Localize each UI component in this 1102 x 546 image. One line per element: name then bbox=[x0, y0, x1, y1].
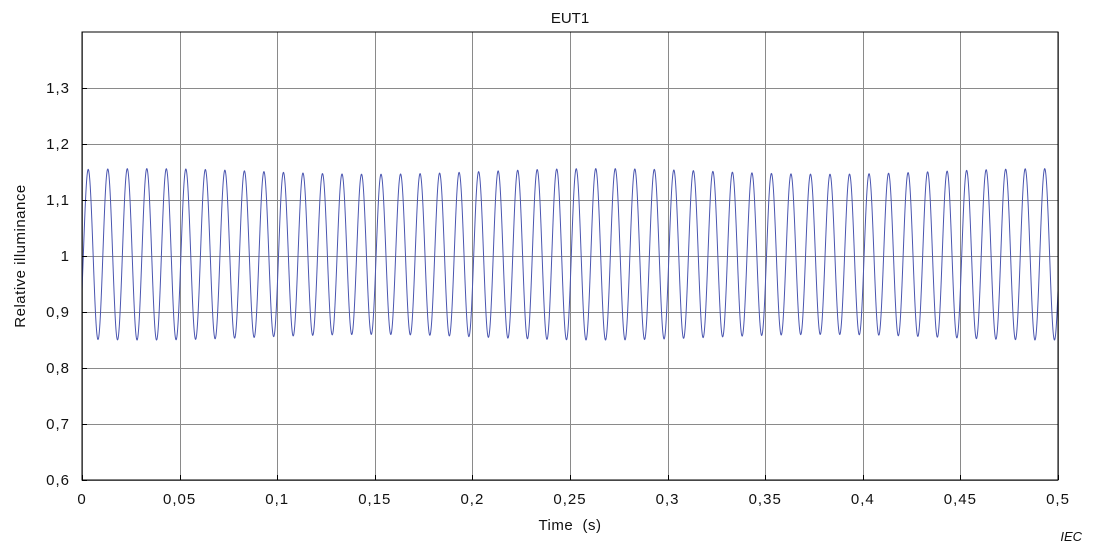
x-tick-label: 0,35 bbox=[749, 491, 782, 508]
y-axis-ticks: 0,6 0,7 0,8 0,9 1 1,1 1,2 1,3 bbox=[46, 80, 87, 489]
x-tick-label: 0,15 bbox=[358, 491, 391, 508]
y-tick-label: 1,1 bbox=[46, 192, 70, 209]
x-tick-label: 0,45 bbox=[944, 491, 977, 508]
x-tick-label: 0,25 bbox=[553, 491, 586, 508]
x-tick-label: 0,05 bbox=[163, 491, 196, 508]
y-tick-label: 0,9 bbox=[46, 304, 70, 321]
y-tick-label: 0,8 bbox=[46, 360, 70, 377]
x-tick-label: 0,3 bbox=[656, 491, 680, 508]
x-tick-label: 0 bbox=[77, 491, 86, 508]
x-tick-label: 0,4 bbox=[851, 491, 875, 508]
y-tick-label: 1,2 bbox=[46, 136, 70, 153]
x-tick-label: 0,1 bbox=[265, 491, 289, 508]
series-line bbox=[81, 167, 1059, 341]
y-tick-label: 1,3 bbox=[46, 80, 70, 97]
x-axis-title: Time (s) bbox=[538, 517, 601, 534]
y-axis-title: Relative illuminance bbox=[12, 184, 29, 327]
grid bbox=[82, 32, 1059, 481]
y-tick-label: 0,7 bbox=[46, 416, 70, 433]
y-tick-label: 1 bbox=[61, 248, 70, 265]
iec-mark: IEC bbox=[1060, 529, 1082, 544]
x-axis-ticks: 0 0,05 0,1 0,15 0,2 0,25 0,3 0,35 0,4 0,45 0,5 bbox=[77, 475, 1070, 508]
y-tick-label: 0,6 bbox=[46, 472, 70, 489]
x-tick-label: 0,2 bbox=[460, 491, 484, 508]
chart-title: EUT1 bbox=[551, 10, 589, 27]
x-tick-label: 0,5 bbox=[1046, 491, 1070, 508]
